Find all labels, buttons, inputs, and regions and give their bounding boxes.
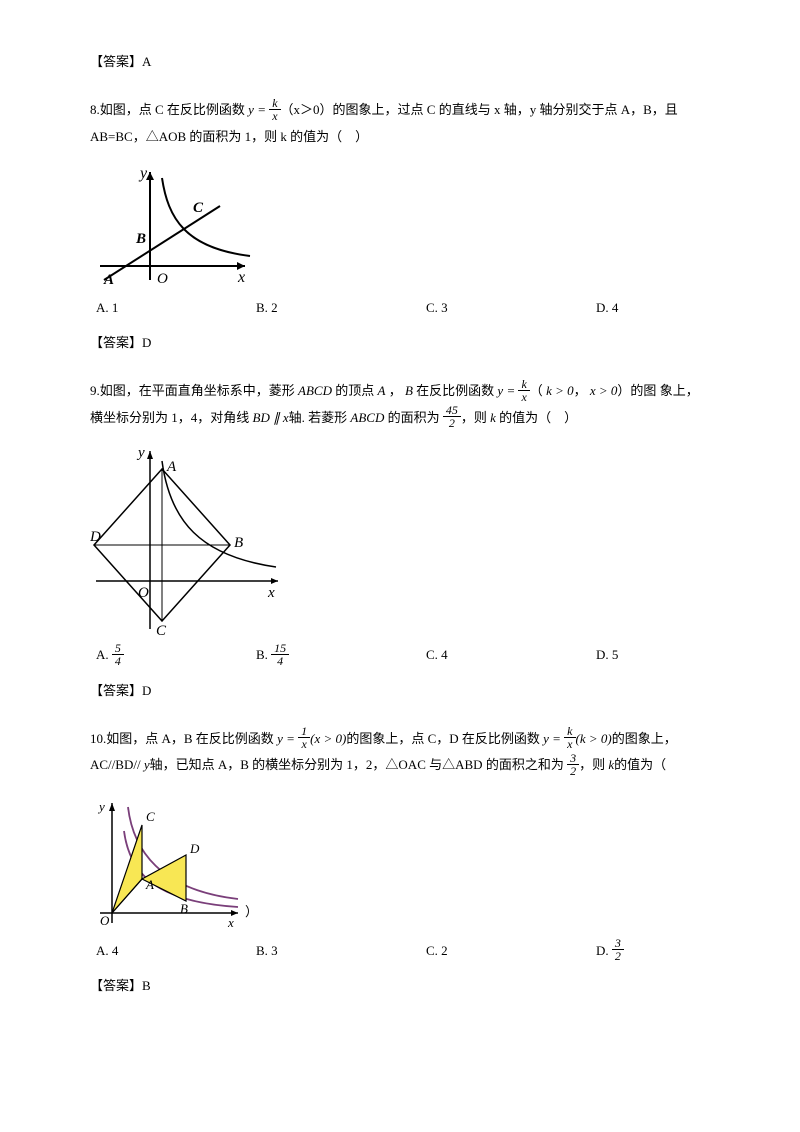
q8-l1a: 如图，点 C 在反比例函数: [100, 102, 248, 117]
svg-text:x: x: [227, 915, 234, 930]
q7-answer: 【答案】A: [90, 50, 710, 73]
q10-choice-b: B. 3: [256, 939, 426, 965]
svg-text:y: y: [136, 445, 145, 461]
q10-num: 10.: [90, 731, 106, 746]
q8-choices: A. 1 B. 2 C. 3 D. 4: [96, 296, 710, 321]
svg-text:x: x: [267, 585, 275, 601]
q8-choice-a: A. 1: [96, 296, 256, 321]
svg-text:C: C: [156, 623, 167, 637]
svg-text:B: B: [180, 901, 188, 916]
svg-text:O: O: [138, 585, 149, 601]
svg-text:D: D: [189, 841, 200, 856]
svg-text:O: O: [100, 913, 110, 928]
svg-text:A: A: [145, 877, 154, 892]
q8-eq1: y = kx: [248, 102, 280, 117]
q9-text: 9.如图，在平面直角坐标系中，菱形 ABCD 的顶点 A ， B 在反比例函数 …: [90, 378, 710, 431]
q9-choice-d: D. 5: [596, 643, 618, 669]
q10-answer: 【答案】B: [90, 974, 710, 997]
q10-choice-d: D. 32: [596, 939, 624, 965]
svg-text:x: x: [237, 269, 245, 286]
q10-choice-a: A. 4: [96, 939, 256, 965]
q10-text: 10.如图，点 A，B 在反比例函数 y = 1x(x > 0)的图象上，点 C…: [90, 726, 710, 779]
q8-num: 8.: [90, 102, 100, 117]
q10-paren-close: ）: [245, 900, 258, 933]
q9-choices: A. 54 B. 154 C. 4 D. 5: [96, 643, 710, 669]
svg-text:D: D: [90, 529, 101, 545]
q10-figure: y x O C D A B: [90, 795, 245, 931]
q8-l2: AB=BC，△AOB 的面积为 1，则 k 的值为（ ）: [90, 129, 368, 144]
q8-text: 8.如图，点 C 在反比例函数 y = kx（x＞0）的图象上，过点 C 的直线…: [90, 97, 710, 150]
svg-text:A: A: [103, 272, 114, 288]
svg-text:A: A: [166, 459, 177, 475]
q9-num: 9.: [90, 383, 100, 398]
q9-choice-c: C. 4: [426, 643, 596, 669]
svg-text:C: C: [146, 809, 155, 824]
svg-text:O: O: [157, 271, 168, 287]
q9-choice-b: B. 154: [256, 643, 426, 669]
q9-answer: 【答案】D: [90, 679, 710, 702]
q8-answer: 【答案】D: [90, 331, 710, 354]
q8-choice-b: B. 2: [256, 296, 426, 321]
q9-figure: y x O A B C D: [90, 441, 710, 637]
svg-text:B: B: [234, 535, 243, 551]
svg-text:B: B: [135, 231, 146, 247]
svg-text:y: y: [97, 799, 105, 814]
q8-l1b: （x＞0）的图象上，过点 C 的直线与 x 轴，y 轴分别交于点 A，B，且: [281, 102, 678, 117]
svg-text:C: C: [193, 200, 204, 216]
q8-figure: y x O A B C: [90, 160, 710, 290]
svg-text:y: y: [138, 165, 148, 182]
q9-choice-a: A. 54: [96, 643, 256, 669]
q8-choice-c: C. 3: [426, 296, 596, 321]
q8-choice-d: D. 4: [596, 296, 618, 321]
q10-choices: A. 4 B. 3 C. 2 D. 32: [96, 939, 710, 965]
q10-choice-c: C. 2: [426, 939, 596, 965]
